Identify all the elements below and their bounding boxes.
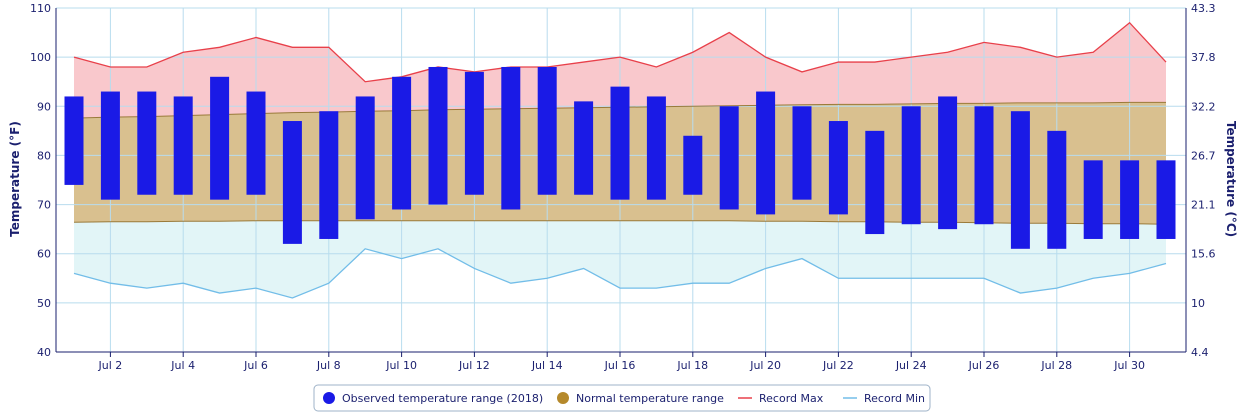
legend-normal-label: Normal temperature range [576, 392, 724, 405]
chart-legend: Observed temperature range (2018) Normal… [313, 384, 931, 412]
observed-range-bar [392, 76, 412, 210]
observed-range-bar [282, 121, 302, 244]
legend-box [313, 384, 931, 412]
observed-range-bar [137, 91, 157, 195]
observed-range-bar [1083, 160, 1103, 239]
observed-range-bar [756, 91, 776, 215]
y-tick-label-left: 40 [37, 346, 51, 359]
x-tick-label: Jul 14 [531, 359, 563, 372]
observed-range-bar [428, 66, 448, 205]
x-tick-label: Jul 30 [1113, 359, 1145, 372]
observed-range-bar [828, 121, 848, 215]
y-tick-label-right: 37.8 [1191, 51, 1216, 64]
y-tick-label-left: 70 [37, 199, 51, 212]
observed-range-bar [646, 96, 666, 200]
legend-item-normal[interactable]: Normal temperature range [557, 392, 724, 405]
record-max-line [73, 21, 1167, 83]
x-tick-label: Jul 22 [822, 359, 854, 372]
legend-observed-dot [323, 392, 335, 404]
y-tick-label-left: 80 [37, 149, 51, 162]
y-tick-label-right: 26.7 [1191, 149, 1216, 162]
y-tick-label-left: 90 [37, 100, 51, 113]
observed-range-bar [683, 135, 703, 195]
x-tick-label: Jul 12 [458, 359, 490, 372]
observed-range-bar [1120, 160, 1140, 239]
y-tick-label-right: 4.4 [1191, 346, 1209, 359]
observed-range-bar [792, 106, 812, 200]
y-axis-right-title: Temperature (°C) [1224, 121, 1238, 237]
y-tick-label-right: 15.6 [1191, 248, 1216, 261]
x-tick-label: Jul 26 [968, 359, 1000, 372]
legend-item-observed[interactable]: Observed temperature range (2018) [323, 392, 543, 405]
y-tick-label-left: 100 [30, 51, 51, 64]
observed-range-bar [246, 91, 266, 195]
legend-record-max-label: Record Max [759, 392, 824, 405]
observed-range-bar [1047, 130, 1067, 249]
observed-range-bar [1156, 160, 1176, 239]
x-tick-label: Jul 18 [676, 359, 708, 372]
chart-axes: 40 4.4 50 10 60 15.6 70 21.1 80 26.7 90 32.2 100 37.8… [30, 2, 1216, 372]
x-tick-label: Jul 2 [98, 359, 123, 372]
observed-range-bar [974, 106, 994, 225]
observed-range-bar [210, 76, 230, 200]
observed-range-bar [537, 66, 557, 195]
y-tick-label-left: 60 [37, 248, 51, 261]
observed-range-bar [1010, 111, 1030, 249]
y-tick-label-right: 32.2 [1191, 100, 1216, 113]
record-min-line [73, 248, 1167, 299]
x-tick-label: Jul 24 [895, 359, 927, 372]
y-tick-label-right: 21.1 [1191, 199, 1216, 212]
y-tick-label-right: 43.3 [1191, 2, 1216, 15]
observed-range-bar [610, 86, 630, 200]
observed-range-bar [64, 96, 84, 185]
legend-item-record-max[interactable]: Record Max [738, 392, 824, 405]
observed-range-bar [501, 66, 521, 210]
x-tick-label: Jul 16 [604, 359, 636, 372]
x-tick-label: Jul 20 [749, 359, 781, 372]
observed-bars [64, 66, 1176, 249]
observed-range-bar [355, 96, 375, 220]
legend-observed-label: Observed temperature range (2018) [342, 392, 543, 405]
legend-normal-dot [557, 392, 569, 404]
x-tick-label: Jul 28 [1040, 359, 1072, 372]
observed-range-bar [574, 101, 594, 195]
observed-range-bar [719, 106, 739, 210]
x-tick-label: Jul 4 [170, 359, 195, 372]
x-tick-label: Jul 6 [243, 359, 268, 372]
y-tick-label-right: 10 [1191, 297, 1205, 310]
observed-range-bar [173, 96, 193, 195]
legend-item-record-min[interactable]: Record Min [843, 392, 925, 405]
x-tick-label: Jul 10 [385, 359, 417, 372]
observed-range-bar [464, 71, 484, 195]
y-axis-left-title: Temperature (°F) [8, 121, 22, 237]
observed-range-bar [865, 130, 885, 235]
legend-record-min-label: Record Min [864, 392, 925, 405]
observed-range-bar [901, 106, 921, 225]
y-tick-label-left: 110 [30, 2, 51, 15]
y-tick-label-left: 50 [37, 297, 51, 310]
x-tick-label: Jul 8 [316, 359, 341, 372]
observed-range-bar [100, 91, 120, 200]
observed-range-bar [938, 96, 958, 230]
observed-range-bar [319, 111, 339, 239]
